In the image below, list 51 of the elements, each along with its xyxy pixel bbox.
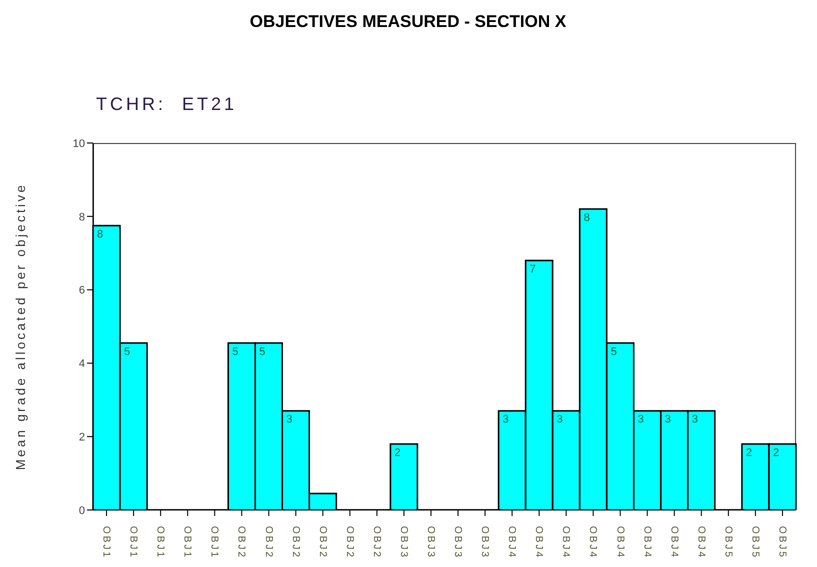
data-label: 3 [286,414,292,426]
y-tick-label: 4 [78,358,85,370]
data-label: 3 [556,414,563,426]
x-tick-label: OBJ4 [587,526,598,560]
x-tick-label: OBJ1 [154,526,166,560]
data-label: 5 [232,346,238,358]
data-label: 5 [259,346,266,358]
data-label: 5 [610,346,617,358]
x-tick-label: OBJ4 [506,526,518,560]
x-tick-label: OBJ1 [128,526,139,560]
y-tick-label: 2 [78,432,85,444]
x-tick-label: OBJ3 [479,526,490,560]
data-label: 3 [692,414,698,426]
y-tick-label: 6 [78,284,85,297]
x-tick-label: OBJ1 [100,526,112,560]
x-tick-label: OBJ3 [424,526,436,560]
data-label: 3 [502,414,509,426]
y-axis-title: Mean grade allocated per objective [14,182,29,470]
x-tick-label: OBJ4 [668,526,680,560]
x-tick-label: OBJ1 [208,526,220,560]
data-label: 7 [530,263,536,276]
data-label: 3 [664,414,671,426]
data-label: 2 [772,446,780,459]
x-tick-label: OBJ2 [316,526,328,560]
data-label: 2 [746,446,752,459]
y-tick-label: 0 [78,504,85,517]
x-tick-label: OBJ2 [344,526,355,560]
x-tick-label: OBJ3 [398,526,409,560]
data-label: 3 [638,414,644,426]
x-tick-label: OBJ4 [560,526,572,560]
chart-title: OBJECTIVES MEASURED - SECTION X [248,12,568,32]
x-tick-label: OBJ4 [695,526,706,560]
x-tick-label: OBJ1 [182,526,193,560]
x-tick-label: OBJ5 [749,526,760,560]
x-tick-label: OBJ2 [236,526,247,560]
data-label: 8 [97,228,104,240]
x-tick-label: OBJ4 [533,526,544,560]
x-tick-label: OBJ5 [722,526,734,560]
y-tick-label: 10 [72,138,85,150]
y-tick-label: 8 [78,211,85,224]
data-label: 2 [394,446,401,459]
x-tick-label: OBJ5 [776,526,788,560]
data-label: 5 [124,346,130,358]
x-tick-label: OBJ2 [262,526,274,560]
x-tick-label: OBJ4 [641,526,652,560]
chart-subtitle: TCHR: ET21 [96,94,238,115]
x-tick-label: OBJ4 [614,526,626,560]
x-tick-label: OBJ2 [370,526,382,560]
x-tick-label: OBJ3 [452,526,464,560]
data-label: 8 [584,212,590,224]
x-tick-label: OBJ2 [290,526,301,560]
